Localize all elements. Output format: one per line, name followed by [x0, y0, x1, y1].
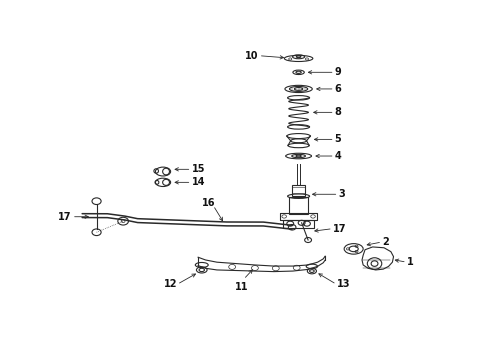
Text: 15: 15	[192, 164, 205, 174]
Text: 3: 3	[339, 189, 345, 199]
Bar	[289, 197, 308, 214]
Text: 4: 4	[335, 151, 342, 161]
Text: 14: 14	[192, 177, 205, 187]
Text: 17: 17	[333, 224, 346, 234]
Text: 17: 17	[58, 212, 72, 222]
Text: 11: 11	[235, 282, 248, 292]
Text: 10: 10	[245, 51, 259, 61]
Text: 13: 13	[337, 279, 350, 289]
Text: 5: 5	[335, 134, 342, 144]
Bar	[283, 220, 314, 228]
Text: 12: 12	[164, 279, 177, 289]
Bar	[280, 213, 317, 220]
Text: 8: 8	[335, 107, 342, 117]
Text: 16: 16	[202, 198, 215, 208]
Text: 6: 6	[335, 84, 342, 94]
Text: 1: 1	[407, 257, 414, 267]
Text: 2: 2	[382, 237, 389, 247]
Text: 9: 9	[335, 67, 342, 77]
Bar	[292, 185, 305, 196]
